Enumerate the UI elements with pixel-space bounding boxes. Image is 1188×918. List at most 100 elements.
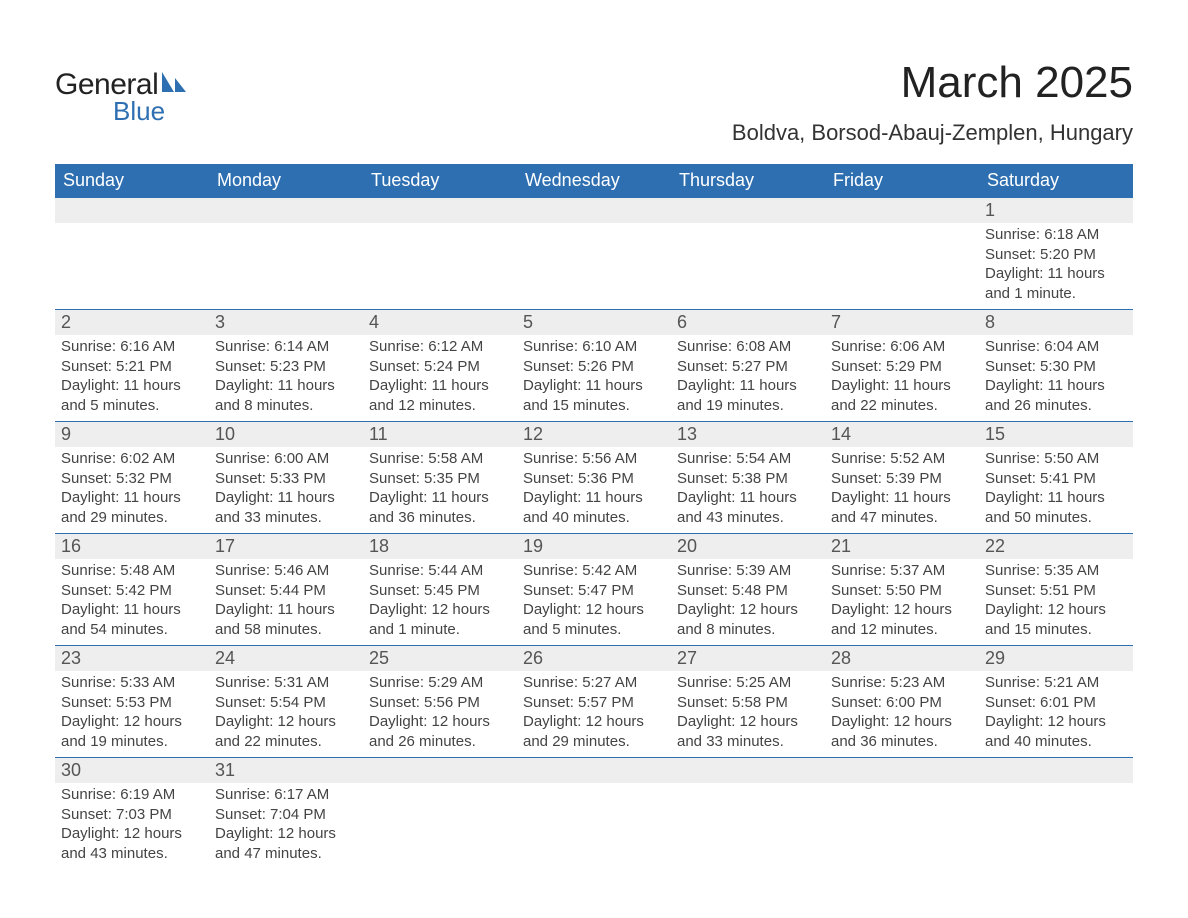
daylight-text: Daylight: 12 hours and 33 minutes.: [677, 712, 819, 751]
daylight-text: Daylight: 12 hours and 8 minutes.: [677, 600, 819, 639]
daylight-text: Daylight: 11 hours and 15 minutes.: [523, 376, 665, 415]
sunrise-text: Sunrise: 5:39 AM: [677, 561, 819, 581]
daylight-text: Daylight: 12 hours and 12 minutes.: [831, 600, 973, 639]
day-detail: Sunrise: 6:08 AMSunset: 5:27 PMDaylight:…: [671, 335, 825, 421]
day-header: Sunday: [55, 164, 209, 198]
day-number: 23: [55, 646, 209, 671]
day-detail: Sunrise: 5:44 AMSunset: 5:45 PMDaylight:…: [363, 559, 517, 645]
sunrise-text: Sunrise: 5:54 AM: [677, 449, 819, 469]
day-header: Tuesday: [363, 164, 517, 198]
sunset-text: Sunset: 5:23 PM: [215, 357, 357, 377]
sunset-text: Sunset: 5:56 PM: [369, 693, 511, 713]
day-detail: [363, 783, 517, 803]
sunset-text: Sunset: 5:38 PM: [677, 469, 819, 489]
daylight-text: Daylight: 11 hours and 22 minutes.: [831, 376, 973, 415]
day-number: 18: [363, 534, 517, 559]
detail-row: Sunrise: 5:33 AMSunset: 5:53 PMDaylight:…: [55, 671, 1133, 758]
day-detail: [825, 783, 979, 803]
day-number: 21: [825, 534, 979, 559]
day-detail: [979, 783, 1133, 803]
day-number: 20: [671, 534, 825, 559]
day-detail: Sunrise: 5:29 AMSunset: 5:56 PMDaylight:…: [363, 671, 517, 757]
day-number: 8: [979, 310, 1133, 335]
sunrise-text: Sunrise: 6:17 AM: [215, 785, 357, 805]
header: General Blue March 2025 Boldva, Borsod-A…: [55, 40, 1133, 156]
sunset-text: Sunset: 5:33 PM: [215, 469, 357, 489]
day-detail: Sunrise: 6:12 AMSunset: 5:24 PMDaylight:…: [363, 335, 517, 421]
day-header: Wednesday: [517, 164, 671, 198]
sunset-text: Sunset: 5:36 PM: [523, 469, 665, 489]
day-number: [825, 198, 979, 222]
day-detail: [671, 783, 825, 803]
sunrise-text: Sunrise: 5:23 AM: [831, 673, 973, 693]
sunset-text: Sunset: 5:58 PM: [677, 693, 819, 713]
day-detail: [517, 783, 671, 803]
sunset-text: Sunset: 5:24 PM: [369, 357, 511, 377]
sunrise-text: Sunrise: 5:56 AM: [523, 449, 665, 469]
day-detail: Sunrise: 5:42 AMSunset: 5:47 PMDaylight:…: [517, 559, 671, 645]
day-detail: Sunrise: 6:06 AMSunset: 5:29 PMDaylight:…: [825, 335, 979, 421]
detail-row: Sunrise: 6:19 AMSunset: 7:03 PMDaylight:…: [55, 783, 1133, 869]
day-number: [55, 198, 209, 222]
sunrise-text: Sunrise: 5:25 AM: [677, 673, 819, 693]
sunset-text: Sunset: 5:51 PM: [985, 581, 1127, 601]
day-number: 27: [671, 646, 825, 671]
day-detail: [825, 223, 979, 243]
day-number: 10: [209, 422, 363, 447]
sunset-text: Sunset: 5:48 PM: [677, 581, 819, 601]
sunrise-text: Sunrise: 5:42 AM: [523, 561, 665, 581]
day-detail: [363, 223, 517, 243]
sunset-text: Sunset: 5:29 PM: [831, 357, 973, 377]
sunrise-text: Sunrise: 5:46 AM: [215, 561, 357, 581]
sunrise-text: Sunrise: 6:04 AM: [985, 337, 1127, 357]
daylight-text: Daylight: 12 hours and 5 minutes.: [523, 600, 665, 639]
daynum-row: 3031: [55, 758, 1133, 784]
detail-row: Sunrise: 6:18 AMSunset: 5:20 PMDaylight:…: [55, 223, 1133, 310]
day-detail: Sunrise: 5:33 AMSunset: 5:53 PMDaylight:…: [55, 671, 209, 757]
day-detail: Sunrise: 6:10 AMSunset: 5:26 PMDaylight:…: [517, 335, 671, 421]
day-number: 2: [55, 310, 209, 335]
day-header: Friday: [825, 164, 979, 198]
sunset-text: Sunset: 7:03 PM: [61, 805, 203, 825]
day-detail: Sunrise: 6:14 AMSunset: 5:23 PMDaylight:…: [209, 335, 363, 421]
day-detail: Sunrise: 6:00 AMSunset: 5:33 PMDaylight:…: [209, 447, 363, 533]
detail-row: Sunrise: 5:48 AMSunset: 5:42 PMDaylight:…: [55, 559, 1133, 646]
daylight-text: Daylight: 11 hours and 47 minutes.: [831, 488, 973, 527]
daylight-text: Daylight: 12 hours and 1 minute.: [369, 600, 511, 639]
day-number: 29: [979, 646, 1133, 671]
sunrise-text: Sunrise: 5:44 AM: [369, 561, 511, 581]
sunrise-text: Sunrise: 6:14 AM: [215, 337, 357, 357]
daylight-text: Daylight: 11 hours and 40 minutes.: [523, 488, 665, 527]
day-detail: Sunrise: 6:17 AMSunset: 7:04 PMDaylight:…: [209, 783, 363, 869]
sunrise-text: Sunrise: 6:08 AM: [677, 337, 819, 357]
day-number: 4: [363, 310, 517, 335]
day-number: 9: [55, 422, 209, 447]
sunrise-text: Sunrise: 5:31 AM: [215, 673, 357, 693]
day-number: 26: [517, 646, 671, 671]
calendar-table: Sunday Monday Tuesday Wednesday Thursday…: [55, 164, 1133, 869]
day-detail: Sunrise: 5:21 AMSunset: 6:01 PMDaylight:…: [979, 671, 1133, 757]
sunrise-text: Sunrise: 6:02 AM: [61, 449, 203, 469]
daylight-text: Daylight: 12 hours and 29 minutes.: [523, 712, 665, 751]
sunset-text: Sunset: 5:30 PM: [985, 357, 1127, 377]
daylight-text: Daylight: 11 hours and 12 minutes.: [369, 376, 511, 415]
logo: General Blue: [55, 40, 188, 127]
day-number: 17: [209, 534, 363, 559]
sunset-text: Sunset: 5:54 PM: [215, 693, 357, 713]
detail-row: Sunrise: 6:16 AMSunset: 5:21 PMDaylight:…: [55, 335, 1133, 422]
daylight-text: Daylight: 12 hours and 47 minutes.: [215, 824, 357, 863]
daylight-text: Daylight: 11 hours and 5 minutes.: [61, 376, 203, 415]
sunset-text: Sunset: 5:45 PM: [369, 581, 511, 601]
daylight-text: Daylight: 12 hours and 36 minutes.: [831, 712, 973, 751]
sunrise-text: Sunrise: 5:21 AM: [985, 673, 1127, 693]
day-detail: [671, 223, 825, 243]
sunset-text: Sunset: 5:57 PM: [523, 693, 665, 713]
day-detail: Sunrise: 6:18 AMSunset: 5:20 PMDaylight:…: [979, 223, 1133, 309]
day-detail: Sunrise: 5:25 AMSunset: 5:58 PMDaylight:…: [671, 671, 825, 757]
sunset-text: Sunset: 5:47 PM: [523, 581, 665, 601]
sunset-text: Sunset: 5:26 PM: [523, 357, 665, 377]
day-detail: Sunrise: 6:19 AMSunset: 7:03 PMDaylight:…: [55, 783, 209, 869]
daynum-row: 1: [55, 198, 1133, 224]
sunrise-text: Sunrise: 5:48 AM: [61, 561, 203, 581]
day-detail: Sunrise: 6:16 AMSunset: 5:21 PMDaylight:…: [55, 335, 209, 421]
